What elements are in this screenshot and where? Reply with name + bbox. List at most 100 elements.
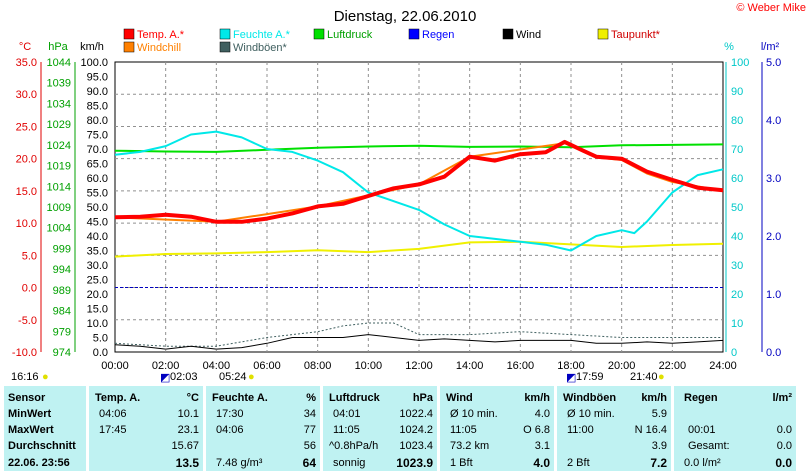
wind-beaufort: 1 Bft (450, 457, 473, 469)
feuchte-avg: 56 (303, 440, 316, 452)
x-tick-label: 18:00 (557, 360, 585, 370)
humidity-tick-label: 10 (731, 318, 743, 330)
temp-min-val: 10.1 (177, 408, 199, 420)
x-tick-label: 24:00 (709, 360, 737, 370)
wind-tick-label: 30.0 (87, 260, 108, 272)
regen-current: 0.0 (775, 456, 792, 470)
temp-unit-label: °C (19, 41, 31, 53)
wind-tick-label: 15.0 (87, 304, 108, 316)
chart-axes: 00:00 02:00 04:00 06:00 08:00 10:00 12:00 14:00… (12, 41, 781, 370)
regen-header: Regen (684, 392, 718, 404)
rain-tick-label: 0.0 (766, 347, 781, 359)
windboeen-max-time: 11:00 (567, 424, 594, 436)
rain-tick-label: 4.0 (766, 115, 781, 127)
luftdruck-trend-val: 1023.4 (399, 440, 433, 452)
temp-tick-label: 20.0 (16, 154, 37, 166)
series-line-windb-en (114, 322, 723, 347)
sun-icon: ● (248, 371, 255, 383)
moon-icon: ◩ (160, 372, 171, 384)
sun-moon-row: 16:16 ● ◩ 02:03 05:24 ● ◩ 17:59 21:40 ● (0, 369, 810, 384)
legend-label: Taupunkt* (611, 29, 661, 41)
luftdruck-min-val: 1022.4 (399, 408, 433, 420)
temp-tick-label: 5.0 (22, 250, 37, 262)
windboeen-beaufort: 2 Bft (567, 457, 590, 469)
feuchte-header: Feuchte A. (212, 392, 268, 404)
luftdruck-column: Luftdruck hPa 04:01 1022.4 11:05 1024.2 … (323, 386, 437, 471)
minwert-label: MinWert (8, 408, 52, 420)
x-tick-label: 04:00 (203, 360, 231, 370)
regen-gesamt-label: Gesamt: (688, 440, 730, 452)
pressure-tick-label: 999 (53, 243, 71, 255)
x-tick-label: 12:00 (405, 360, 433, 370)
moon-icon: ◩ (566, 372, 577, 384)
series-line-feuchte-a (114, 130, 724, 252)
temp-tick-label: 30.0 (16, 89, 37, 101)
pressure-tick-label: 1024 (47, 140, 71, 152)
luftdruck-unit: hPa (412, 392, 433, 404)
weather-chart: 00:00 02:00 04:00 06:00 08:00 10:00 12:00 14:00… (12, 8, 781, 370)
legend-label: Feuchte A.* (233, 29, 291, 41)
humidity-tick-label: 50 (731, 202, 743, 214)
luftdruck-trend-label: ^0.8hPa/h (329, 440, 379, 452)
regen-unit: l/m² (772, 392, 792, 404)
luftdruck-max-val: 1024.2 (399, 424, 433, 436)
wind-header: Wind (446, 392, 473, 404)
temp-max-time: 17:45 (99, 424, 127, 436)
luftdruck-min-time: 04:01 (333, 408, 361, 420)
pressure-tick-label: 1039 (47, 78, 71, 90)
wind-max-time: 11:05 (450, 424, 477, 436)
wind-tick-label: 35.0 (87, 246, 108, 258)
temp-avg: 15.67 (171, 440, 199, 452)
x-tick-label: 08:00 (304, 360, 332, 370)
wind-tick-label: 70.0 (87, 144, 108, 156)
sensor-header: Sensor (8, 392, 46, 404)
windboeen-min-val: 5.9 (651, 408, 667, 420)
legend-swatch (313, 28, 325, 40)
series-line-taupunkt (114, 240, 724, 258)
windboeen-column: Windböen km/h Ø 10 min. 5.9 11:00 N 16.4… (557, 386, 671, 471)
pressure-tick-label: 1034 (47, 98, 71, 110)
chart-legend: Temp. A.* Feuchte A.* Luftdruck Regen Wind Ta… (123, 28, 661, 54)
pressure-tick-label: 984 (53, 306, 71, 318)
credit-label: © Weber Mike (736, 2, 806, 14)
luftdruck-weather: sonnig (333, 457, 366, 469)
wind-unit-label: km/h (80, 41, 104, 53)
x-tick-label: 20:00 (608, 360, 636, 370)
maxwert-label: MaxWert (8, 424, 54, 436)
pressure-tick-label: 994 (53, 264, 71, 276)
wind-tick-label: 90.0 (87, 86, 108, 98)
temp-tick-label: 25.0 (16, 121, 37, 133)
x-tick-label: 14:00 (456, 360, 484, 370)
legend-swatch (408, 28, 420, 40)
humidity-tick-label: 100 (731, 57, 749, 69)
feuchte-unit: % (306, 392, 316, 404)
wind-tick-label: 25.0 (87, 275, 108, 287)
windboeen-avg: 3.9 (651, 440, 667, 452)
feuchte-column: Feuchte A. % 17:30 34 04:06 77 56 7.48 g… (206, 386, 320, 471)
stats-table: Sensor MinWert MaxWert Durchschnitt 22.0… (0, 386, 810, 471)
legend-label: Wind (516, 29, 541, 41)
wind-tick-label: 50.0 (87, 202, 108, 214)
x-tick-label: 06:00 (253, 360, 281, 370)
wind-tick-label: 45.0 (87, 217, 108, 229)
durchschnitt-label: Durchschnitt (8, 440, 76, 452)
time-label: 16:16 (11, 371, 39, 383)
luftdruck-current: 1023.9 (396, 456, 433, 470)
windboeen-header: Windböen (563, 392, 617, 404)
wind-tick-label: 55.0 (87, 188, 108, 200)
chart-series (114, 130, 724, 350)
legend-label: Regen (422, 29, 454, 41)
feuchte-min-time: 17:30 (216, 408, 244, 420)
wind-tick-label: 80.0 (87, 115, 108, 127)
chart-title: Dienstag, 22.06.2010 (334, 8, 477, 25)
temp-header: Temp. A. (95, 392, 141, 404)
wind-tick-label: 75.0 (87, 130, 108, 142)
rain-tick-label: 1.0 (766, 289, 781, 301)
humidity-unit-label: % (724, 41, 734, 53)
temp-tick-label: 10.0 (16, 218, 37, 230)
humidity-tick-label: 20 (731, 289, 743, 301)
regen-gesamt-val: 0.0 (776, 440, 792, 452)
moonset-time: 17:59 (576, 371, 604, 383)
wind-tick-label: 95.0 (87, 72, 108, 84)
temp-tick-label: 0.0 (22, 283, 37, 295)
